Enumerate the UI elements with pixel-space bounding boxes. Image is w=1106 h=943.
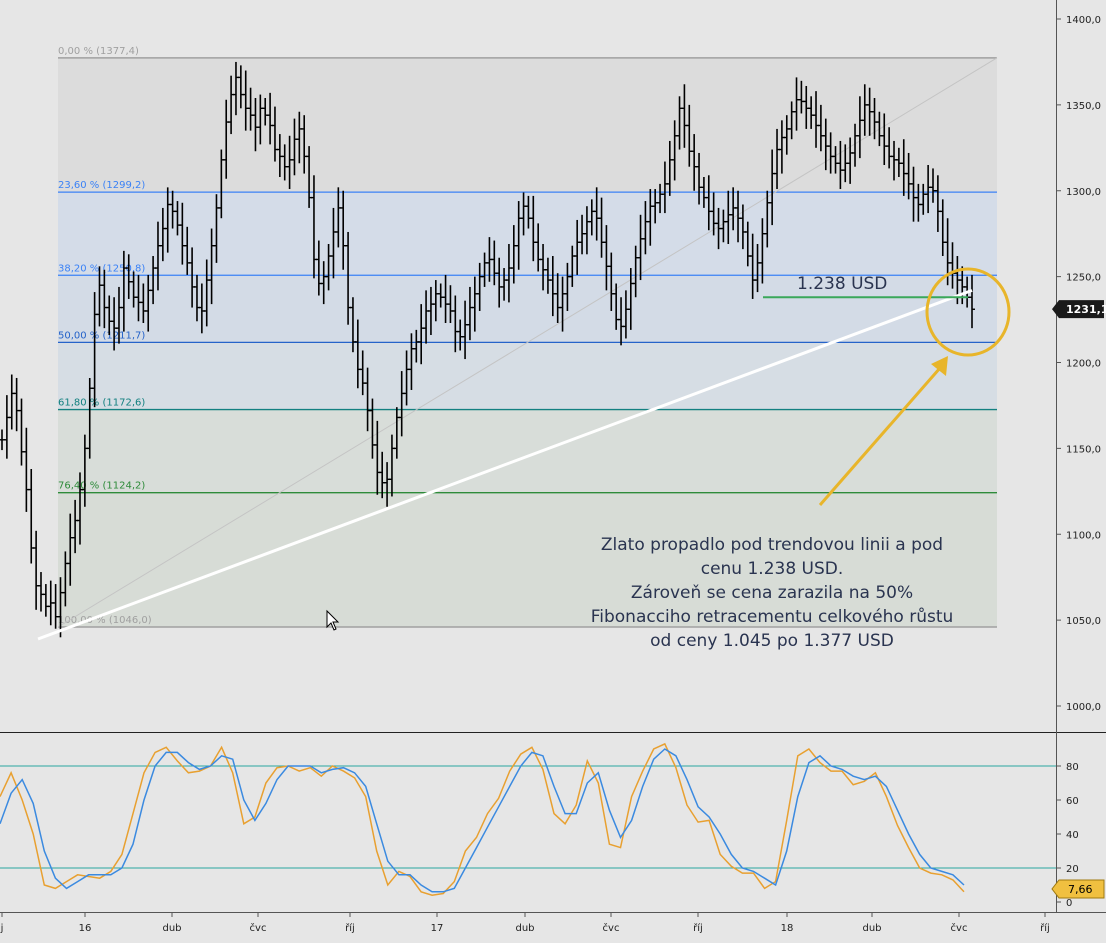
oscillator-reference-lines [0, 765, 1056, 869]
price-tick-label: 1250,0 [1066, 273, 1101, 284]
mouse-cursor-icon [326, 609, 340, 631]
ohlc-bars [0, 61, 975, 638]
time-tick-label: čvc [603, 922, 620, 934]
price-tick-label: 1300,0 [1066, 187, 1101, 198]
fib-level-label: 38,20 % (1250,8) [58, 263, 145, 274]
price-tick-label: 1100,0 [1066, 530, 1101, 541]
last-oscillator-badge: 7,66 [1051, 879, 1105, 899]
time-tick-label: dub [162, 923, 181, 934]
fibonacci-labels: 0,00 % (1377,4) 23,60 % (1299,2) 38,20 % (… [58, 46, 152, 626]
time-axis-ticks: j 16 dub čvc říj 17 dub čvc říj 18 dub čvc říj [0, 912, 1050, 934]
fib-zone [58, 275, 997, 343]
time-tick-label: říj [1040, 922, 1050, 934]
time-tick-label: 17 [431, 923, 444, 934]
time-tick-label: dub [862, 923, 881, 934]
fib-zone [58, 409, 997, 493]
osc-tick-label: 0 [1066, 898, 1072, 909]
price-axis-ticks: 1400,0 1350,0 1300,0 1250,0 1200,0 1150,0 1100… [1056, 15, 1101, 713]
time-tick-label: j [0, 923, 3, 934]
fib-zone [58, 57, 997, 193]
time-tick-label: 18 [781, 923, 794, 934]
time-tick-label: říj [693, 922, 703, 934]
price-tick-label: 1400,0 [1066, 15, 1101, 26]
annotation-line: cenu 1.238 USD. [701, 559, 844, 579]
price-tick-label: 1150,0 [1066, 444, 1101, 455]
annotation-line: od ceny 1.045 po 1.377 USD [650, 631, 894, 651]
fib-level-label: 0,00 % (1377,4) [58, 46, 139, 57]
last-price-badge: 1231,1 [1052, 300, 1106, 319]
osc-tick-label: 40 [1066, 830, 1079, 841]
price-tick-label: 1200,0 [1066, 359, 1101, 370]
annotation-line: Fibonacciho retracementu celkového růstu [591, 607, 954, 627]
ohlc-bar [969, 274, 975, 329]
support-price-label: 1.238 USD [797, 274, 887, 294]
fib-level-label: 76,40 % (1124,2) [58, 481, 145, 492]
price-tick-label: 1350,0 [1066, 101, 1101, 112]
time-tick-label: čvc [250, 922, 267, 934]
last-price-text: 1231,1 [1066, 303, 1106, 316]
fibonacci-zones [58, 57, 997, 627]
fib-zone [58, 192, 997, 276]
osc-tick-label: 80 [1066, 762, 1079, 773]
highlight-circle [925, 267, 1011, 357]
oscillator-series [0, 742, 965, 896]
time-tick-label: čvc [951, 922, 968, 934]
fib-zone [58, 492, 997, 627]
osc-series-line [0, 748, 965, 893]
annotation-line: Zlato propadlo pod trendovou linii a pod [601, 535, 943, 555]
oscillator-axis-ticks: 80 60 40 20 0 [1056, 762, 1079, 909]
osc-series-line [0, 742, 965, 896]
time-tick-label: 16 [79, 923, 92, 934]
annotation-note: Zlato propadlo pod trendovou linii a pod… [591, 535, 954, 651]
annotation-arrow [818, 356, 948, 506]
fib-level-label: 100,00 % (1046,0) [58, 615, 152, 626]
trendline [37, 288, 973, 641]
fib-level-label: 23,60 % (1299,2) [58, 180, 145, 191]
osc-tick-label: 20 [1066, 864, 1079, 875]
time-tick-label: dub [515, 923, 534, 934]
time-tick-label: říj [345, 922, 355, 934]
price-tick-label: 1000,0 [1066, 702, 1101, 713]
last-oscillator-text: 7,66 [1068, 883, 1093, 896]
fib-level-label: 61,80 % (1172,6) [58, 398, 145, 409]
price-tick-label: 1050,0 [1066, 616, 1101, 627]
osc-tick-label: 60 [1066, 796, 1079, 807]
annotation-line: Zároveň se cena zarazila na 50% [631, 583, 913, 603]
fib-level-label: 50,00 % (1211,7) [58, 330, 145, 341]
fib-zone [58, 342, 997, 410]
